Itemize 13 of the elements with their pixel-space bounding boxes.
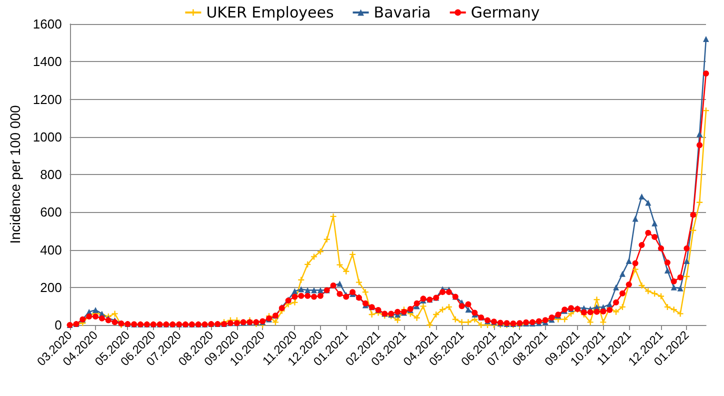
y-tick-label: 400 — [40, 242, 62, 258]
y-axis-title: Incidence per 100 000 — [7, 105, 23, 244]
y-tick-label: 800 — [40, 167, 62, 182]
y-tick-label: 1400 — [32, 54, 62, 70]
legend-label: Bavaria — [374, 4, 431, 22]
y-tick-label: 1600 — [32, 16, 62, 32]
y-tick-label: 1000 — [32, 129, 62, 144]
y-tick-label: 1200 — [32, 92, 62, 107]
y-tick-label: 600 — [40, 204, 62, 220]
legend-label: Germany — [470, 4, 540, 22]
legend-label: UKER Employees — [206, 4, 334, 22]
y-tick-label: 0 — [54, 318, 62, 332]
y-tick-label: 200 — [40, 280, 62, 295]
